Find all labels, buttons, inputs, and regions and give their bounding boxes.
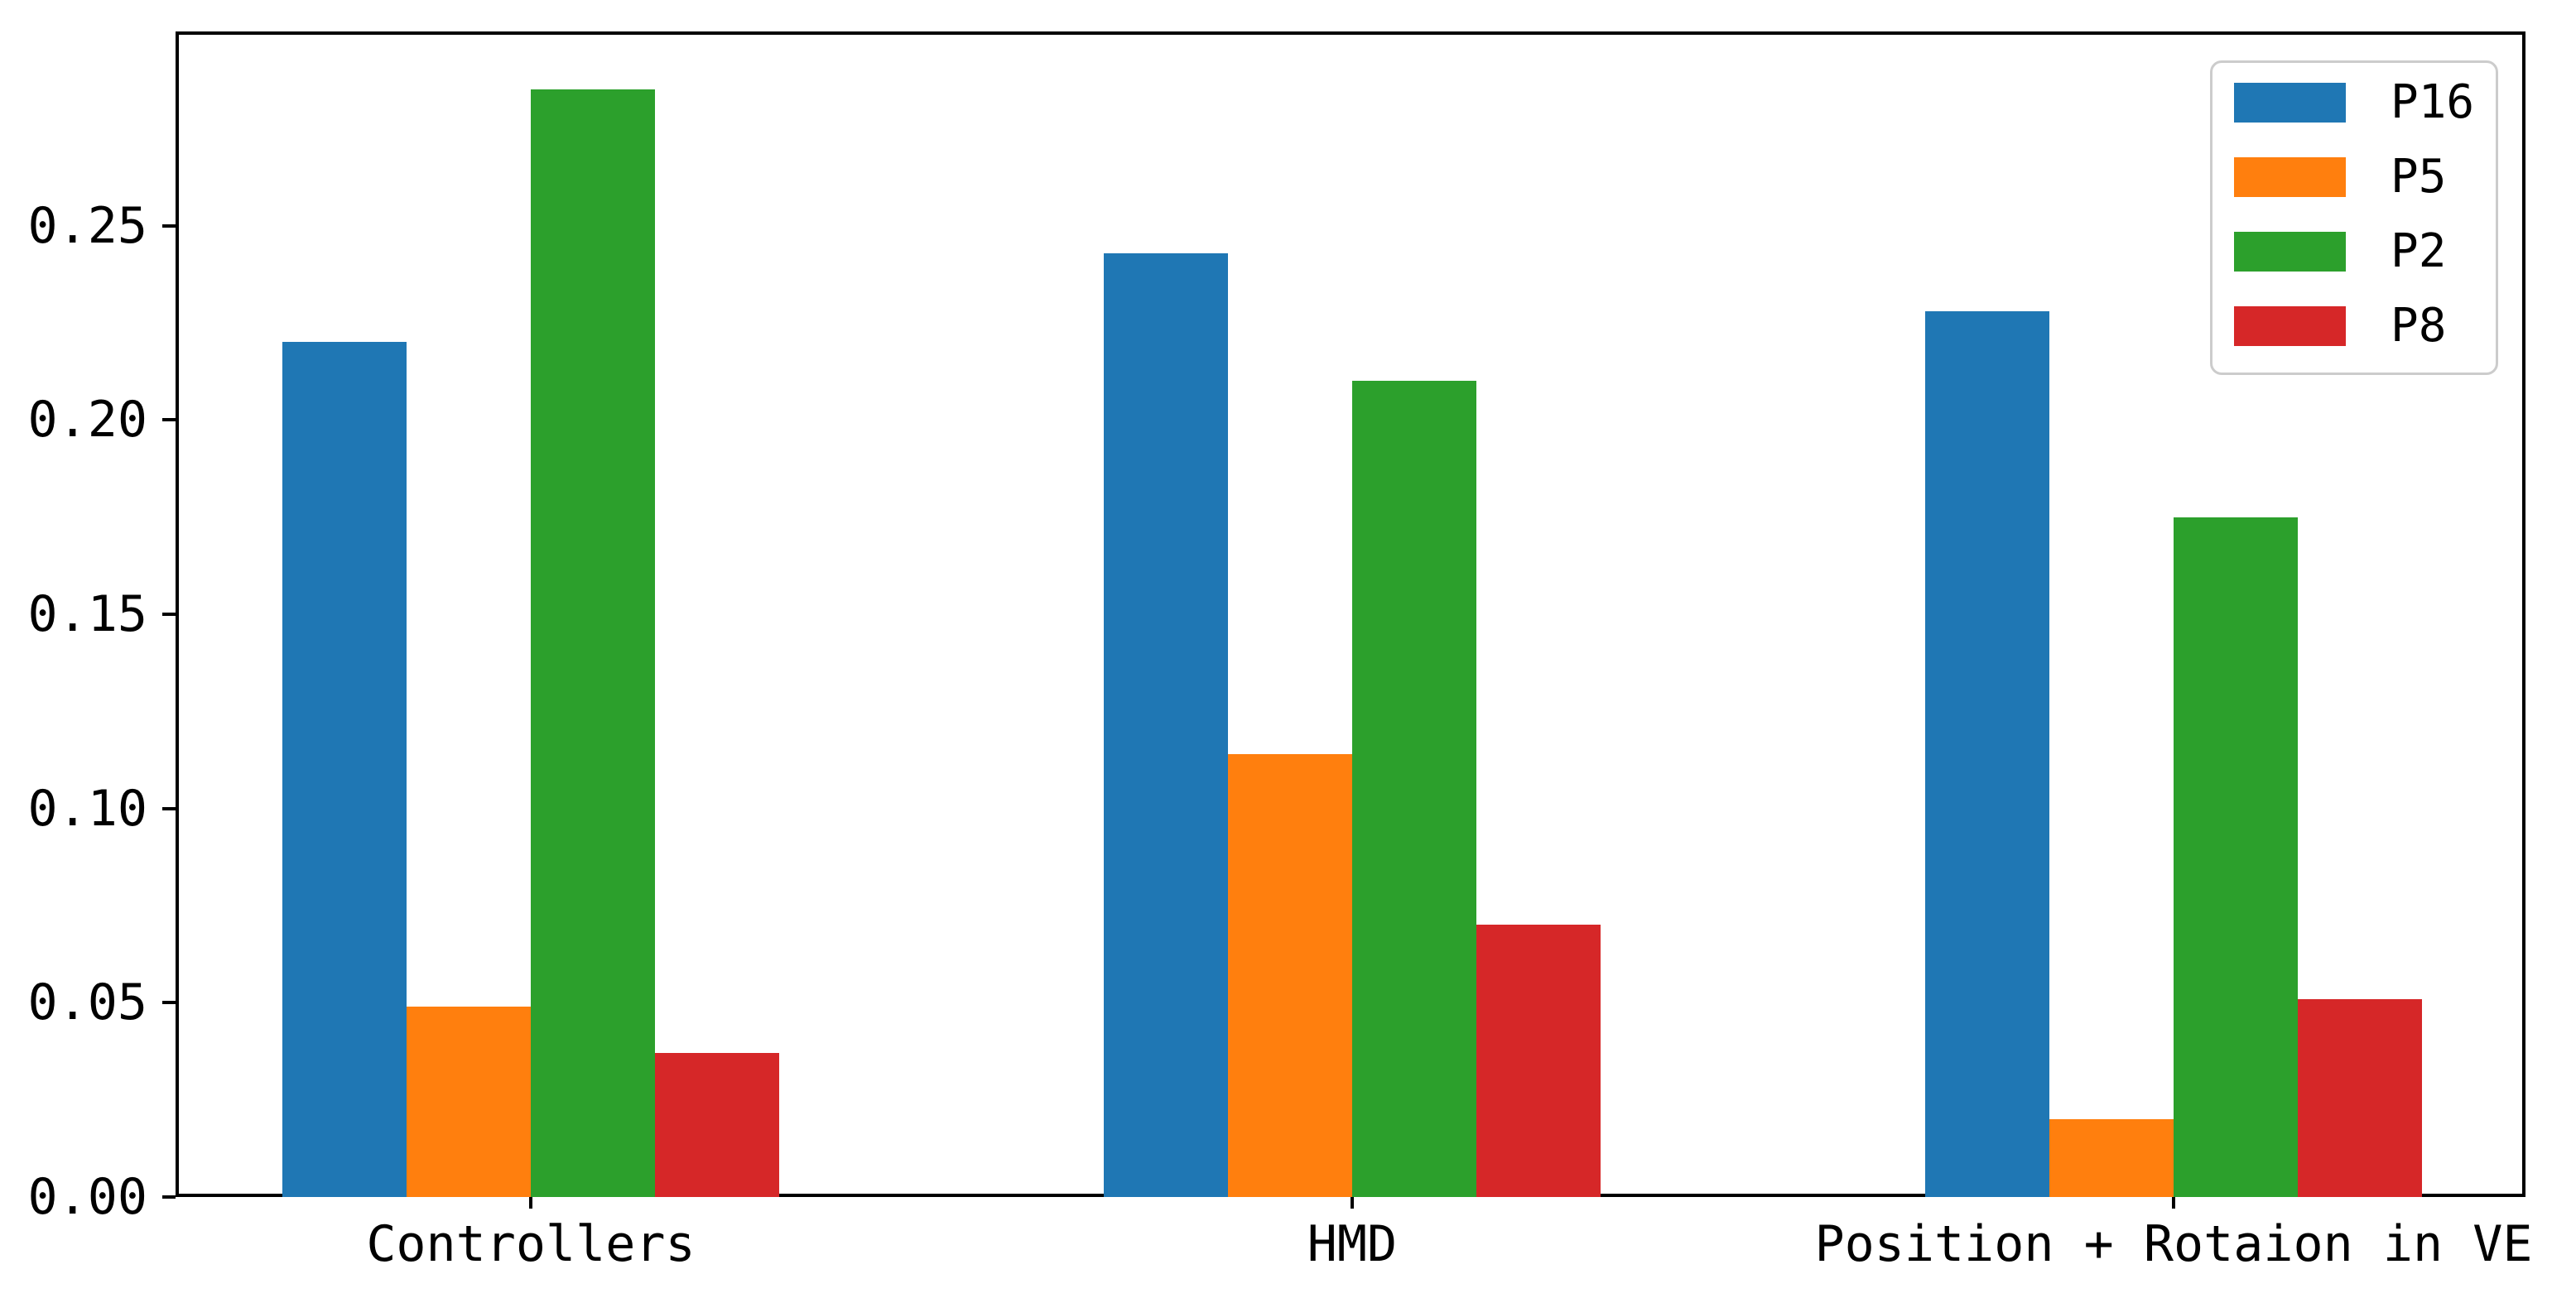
y-tick-mark <box>162 806 176 810</box>
bar-p16-0 <box>282 342 407 1197</box>
y-tick-label: 0.10 <box>27 779 148 838</box>
legend: P16 P5 P2 P8 <box>2210 60 2498 375</box>
legend-label: P16 <box>2391 75 2475 129</box>
legend-row: P8 <box>2234 299 2447 353</box>
y-tick-label: 0.15 <box>27 585 148 643</box>
legend-row: P5 <box>2234 150 2447 204</box>
bar-p8-0 <box>654 1053 779 1197</box>
bar-p8-1 <box>1476 925 1601 1197</box>
y-tick-mark <box>162 1195 176 1199</box>
legend-label: P8 <box>2391 299 2447 353</box>
y-tick-label: 0.25 <box>27 196 148 255</box>
x-tick-label: Position + Rotaion in VE <box>1814 1215 2533 1273</box>
x-tick-label: HMD <box>1307 1215 1398 1273</box>
legend-label: P2 <box>2391 224 2447 278</box>
x-tick-mark <box>2171 1197 2175 1209</box>
bar-p5-1 <box>1227 753 1352 1197</box>
y-tick-mark <box>162 224 176 228</box>
bar-p16-2 <box>1924 310 2049 1197</box>
x-tick-mark <box>528 1197 532 1209</box>
legend-swatch-p2 <box>2234 232 2346 272</box>
bar-p2-2 <box>2173 517 2298 1197</box>
legend-swatch-p8 <box>2234 306 2346 346</box>
x-tick-label: Controllers <box>366 1215 696 1273</box>
x-tick-mark <box>1350 1197 1354 1209</box>
y-tick-mark <box>162 613 176 616</box>
bar-p2-0 <box>530 89 655 1197</box>
bar-p5-2 <box>2049 1119 2174 1197</box>
y-tick-mark <box>162 1001 176 1005</box>
y-tick-label: 0.05 <box>27 974 148 1032</box>
legend-swatch-p16 <box>2234 83 2346 123</box>
bar-p16-1 <box>1103 252 1228 1197</box>
bar-p8-2 <box>2297 998 2422 1197</box>
legend-swatch-p5 <box>2234 157 2346 197</box>
y-tick-mark <box>162 418 176 422</box>
legend-label: P5 <box>2391 150 2447 204</box>
y-tick-label: 0.20 <box>27 391 148 449</box>
legend-row: P16 <box>2234 75 2475 129</box>
legend-row: P2 <box>2234 224 2447 278</box>
bar-p2-1 <box>1351 381 1476 1197</box>
y-tick-label: 0.00 <box>27 1168 148 1226</box>
bar-p5-0 <box>406 1007 531 1197</box>
